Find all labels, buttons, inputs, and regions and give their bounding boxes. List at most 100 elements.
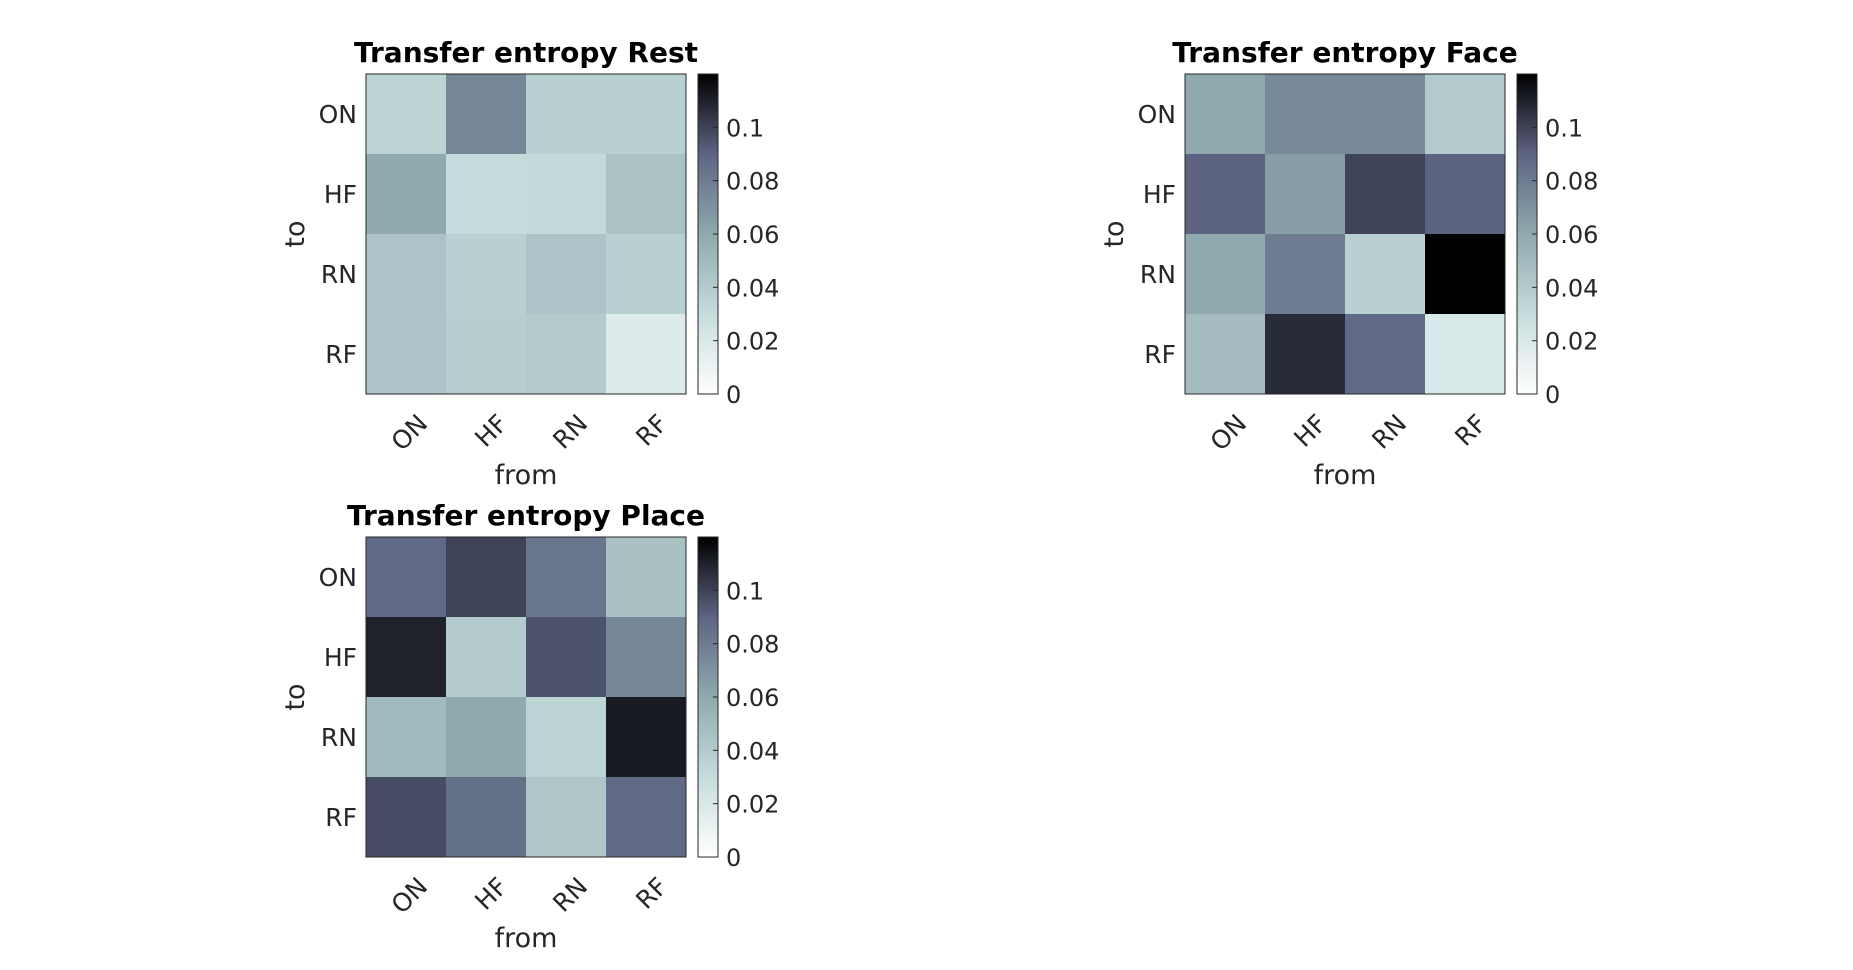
- heatmap-cell: [1425, 154, 1506, 235]
- colorbar-tick-label: 0.1: [726, 114, 764, 142]
- colorbar-tick-label: 0.08: [1545, 168, 1598, 196]
- x-axis-label: from: [495, 460, 558, 491]
- x-tick-label: RF: [630, 409, 673, 452]
- heatmap-cell: [446, 617, 527, 698]
- heatmap-cell: [366, 74, 447, 155]
- heatmap-cell: [526, 617, 607, 698]
- heatmap-cell: [1425, 74, 1506, 155]
- heatmap-cell: [446, 314, 527, 395]
- colorbar-tick-label: 0.08: [726, 631, 779, 659]
- heatmap-cell: [1345, 74, 1426, 155]
- x-tick-label: RF: [1449, 409, 1492, 452]
- x-axis-label: from: [495, 923, 558, 954]
- chart-title: Transfer entropy Rest: [354, 36, 698, 69]
- heatmap-cell: [366, 537, 447, 618]
- colorbar-tick-label: 0: [726, 844, 741, 872]
- heatmap-cell: [366, 154, 447, 235]
- colorbar-tick-label: 0.04: [726, 274, 779, 302]
- heatmap-cell: [606, 537, 687, 618]
- colorbar-tick-label: 0.06: [726, 221, 779, 249]
- chart-title: Transfer entropy Face: [1172, 36, 1517, 69]
- heatmap-cell: [526, 537, 607, 618]
- heatmap-cell: [1425, 314, 1506, 395]
- heatmap-cell: [526, 777, 607, 858]
- heatmap-cell: [606, 154, 687, 235]
- heatmap-panel: [365, 73, 719, 395]
- heatmap-cell: [1185, 234, 1266, 315]
- colorbar-tick-label: 0.04: [1545, 274, 1598, 302]
- colorbar-tick-label: 0.1: [1545, 114, 1583, 142]
- plot-frame: [1184, 73, 1506, 395]
- heatmap-cell: [366, 314, 447, 395]
- heatmap-cell: [606, 74, 687, 155]
- x-axis-label: from: [1314, 460, 1377, 491]
- y-tick-label: RF: [1144, 340, 1176, 369]
- heatmap-cell: [526, 74, 607, 155]
- heatmap-cell: [446, 697, 527, 778]
- colorbar-tick-label: 0.02: [726, 791, 779, 819]
- heatmap-cell: [446, 777, 527, 858]
- heatmap-cell: [446, 537, 527, 618]
- colorbar-tick-label: 0.06: [1545, 221, 1598, 249]
- y-tick-label: RN: [1140, 260, 1176, 289]
- heatmap-cell: [526, 314, 607, 395]
- x-tick-label: HF: [1288, 409, 1332, 453]
- x-tick-label: ON: [1205, 409, 1253, 457]
- heatmap-cell: [1345, 314, 1426, 395]
- heatmap-cell: [1185, 74, 1266, 155]
- chart-title: Transfer entropy Place: [347, 499, 705, 532]
- heatmap-cell: [526, 697, 607, 778]
- heatmap-cell: [366, 617, 447, 698]
- heatmap-cell: [1265, 314, 1346, 395]
- plot-frame: [365, 536, 687, 858]
- x-tick-label: RN: [1366, 409, 1412, 455]
- heatmap-cell: [606, 697, 687, 778]
- heatmap-cell: [1265, 154, 1346, 235]
- colorbar-tick-label: 0: [1545, 381, 1560, 409]
- colorbar-tick-label: 0.02: [726, 328, 779, 356]
- heatmap-cell: [446, 234, 527, 315]
- heatmap-cell: [1265, 74, 1346, 155]
- y-axis-label: to: [280, 220, 311, 247]
- y-tick-label: RF: [325, 340, 357, 369]
- heatmap-cell: [526, 234, 607, 315]
- x-tick-label: ON: [386, 872, 434, 920]
- y-tick-label: ON: [319, 563, 357, 592]
- heatmap-cell: [1185, 154, 1266, 235]
- heatmap-cell: [606, 314, 687, 395]
- plot-frame: [365, 73, 687, 395]
- colorbar-tick-label: 0.06: [726, 684, 779, 712]
- y-tick-label: ON: [1138, 100, 1176, 129]
- y-tick-label: RF: [325, 803, 357, 832]
- x-tick-label: RN: [547, 409, 593, 455]
- y-axis-label: to: [1099, 220, 1130, 247]
- x-tick-label: HF: [469, 409, 513, 453]
- heatmap-cell: [446, 154, 527, 235]
- x-tick-label: ON: [386, 409, 434, 457]
- colorbar-tick-label: 0: [726, 381, 741, 409]
- colorbar-tick-label: 0.02: [1545, 328, 1598, 356]
- x-tick-label: RF: [630, 872, 673, 915]
- colorbar-tick-label: 0.04: [726, 737, 779, 765]
- heatmap-cell: [366, 777, 447, 858]
- y-tick-label: RN: [321, 723, 357, 752]
- heatmap-cell: [526, 154, 607, 235]
- heatmap-cell: [366, 697, 447, 778]
- heatmap-cell: [1425, 234, 1506, 315]
- y-tick-label: HF: [324, 643, 357, 672]
- heatmap-cell: [366, 234, 447, 315]
- y-tick-label: HF: [1143, 180, 1176, 209]
- heatmap-cell: [446, 74, 527, 155]
- y-tick-label: HF: [324, 180, 357, 209]
- x-tick-label: HF: [469, 872, 513, 916]
- y-tick-label: RN: [321, 260, 357, 289]
- heatmap-panel: [1184, 73, 1538, 395]
- y-axis-label: to: [280, 683, 311, 710]
- heatmap-cell: [606, 777, 687, 858]
- x-tick-label: RN: [547, 872, 593, 918]
- colorbar-tick-label: 0.1: [726, 577, 764, 605]
- heatmap-cell: [1345, 234, 1426, 315]
- heatmap-cell: [1265, 234, 1346, 315]
- heatmap-cell: [606, 617, 687, 698]
